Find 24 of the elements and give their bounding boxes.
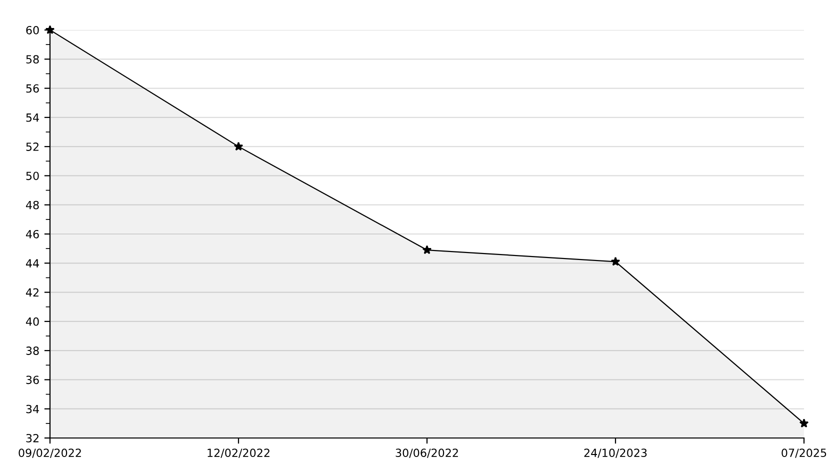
y-tick-label: 50 <box>26 172 39 180</box>
point <box>234 142 244 151</box>
y-tick-label: 54 <box>26 114 39 122</box>
y-tick-label: 38 <box>26 346 39 355</box>
y-tick-label: 36 <box>26 376 39 384</box>
y-tick-label: 60 <box>26 26 39 34</box>
y-tick-label: 58 <box>26 55 39 64</box>
point <box>799 418 809 428</box>
x-tick-label: 12/02/2022 <box>208 448 270 458</box>
point <box>610 256 620 266</box>
x-tick-label: 09/02/2022 <box>18 448 81 458</box>
point <box>422 245 432 254</box>
y-tick-label: 44 <box>26 259 39 268</box>
y-tick-label: 56 <box>26 84 39 93</box>
y-tick-label: 48 <box>26 200 39 210</box>
y-tick-label: 52 <box>26 142 38 151</box>
x-tick-label: 07/2025 <box>782 448 826 458</box>
y-tick-label: 42 <box>26 288 38 297</box>
y-tick-label: 46 <box>26 230 39 238</box>
y-tick-label: 32 <box>26 434 38 442</box>
y-tick-label: 34 <box>26 404 39 414</box>
x-tick-label: 24/10/2023 <box>584 448 647 458</box>
x-tick-label: 30/06/2022 <box>396 448 458 458</box>
y-tick-label: 40 <box>26 317 39 326</box>
